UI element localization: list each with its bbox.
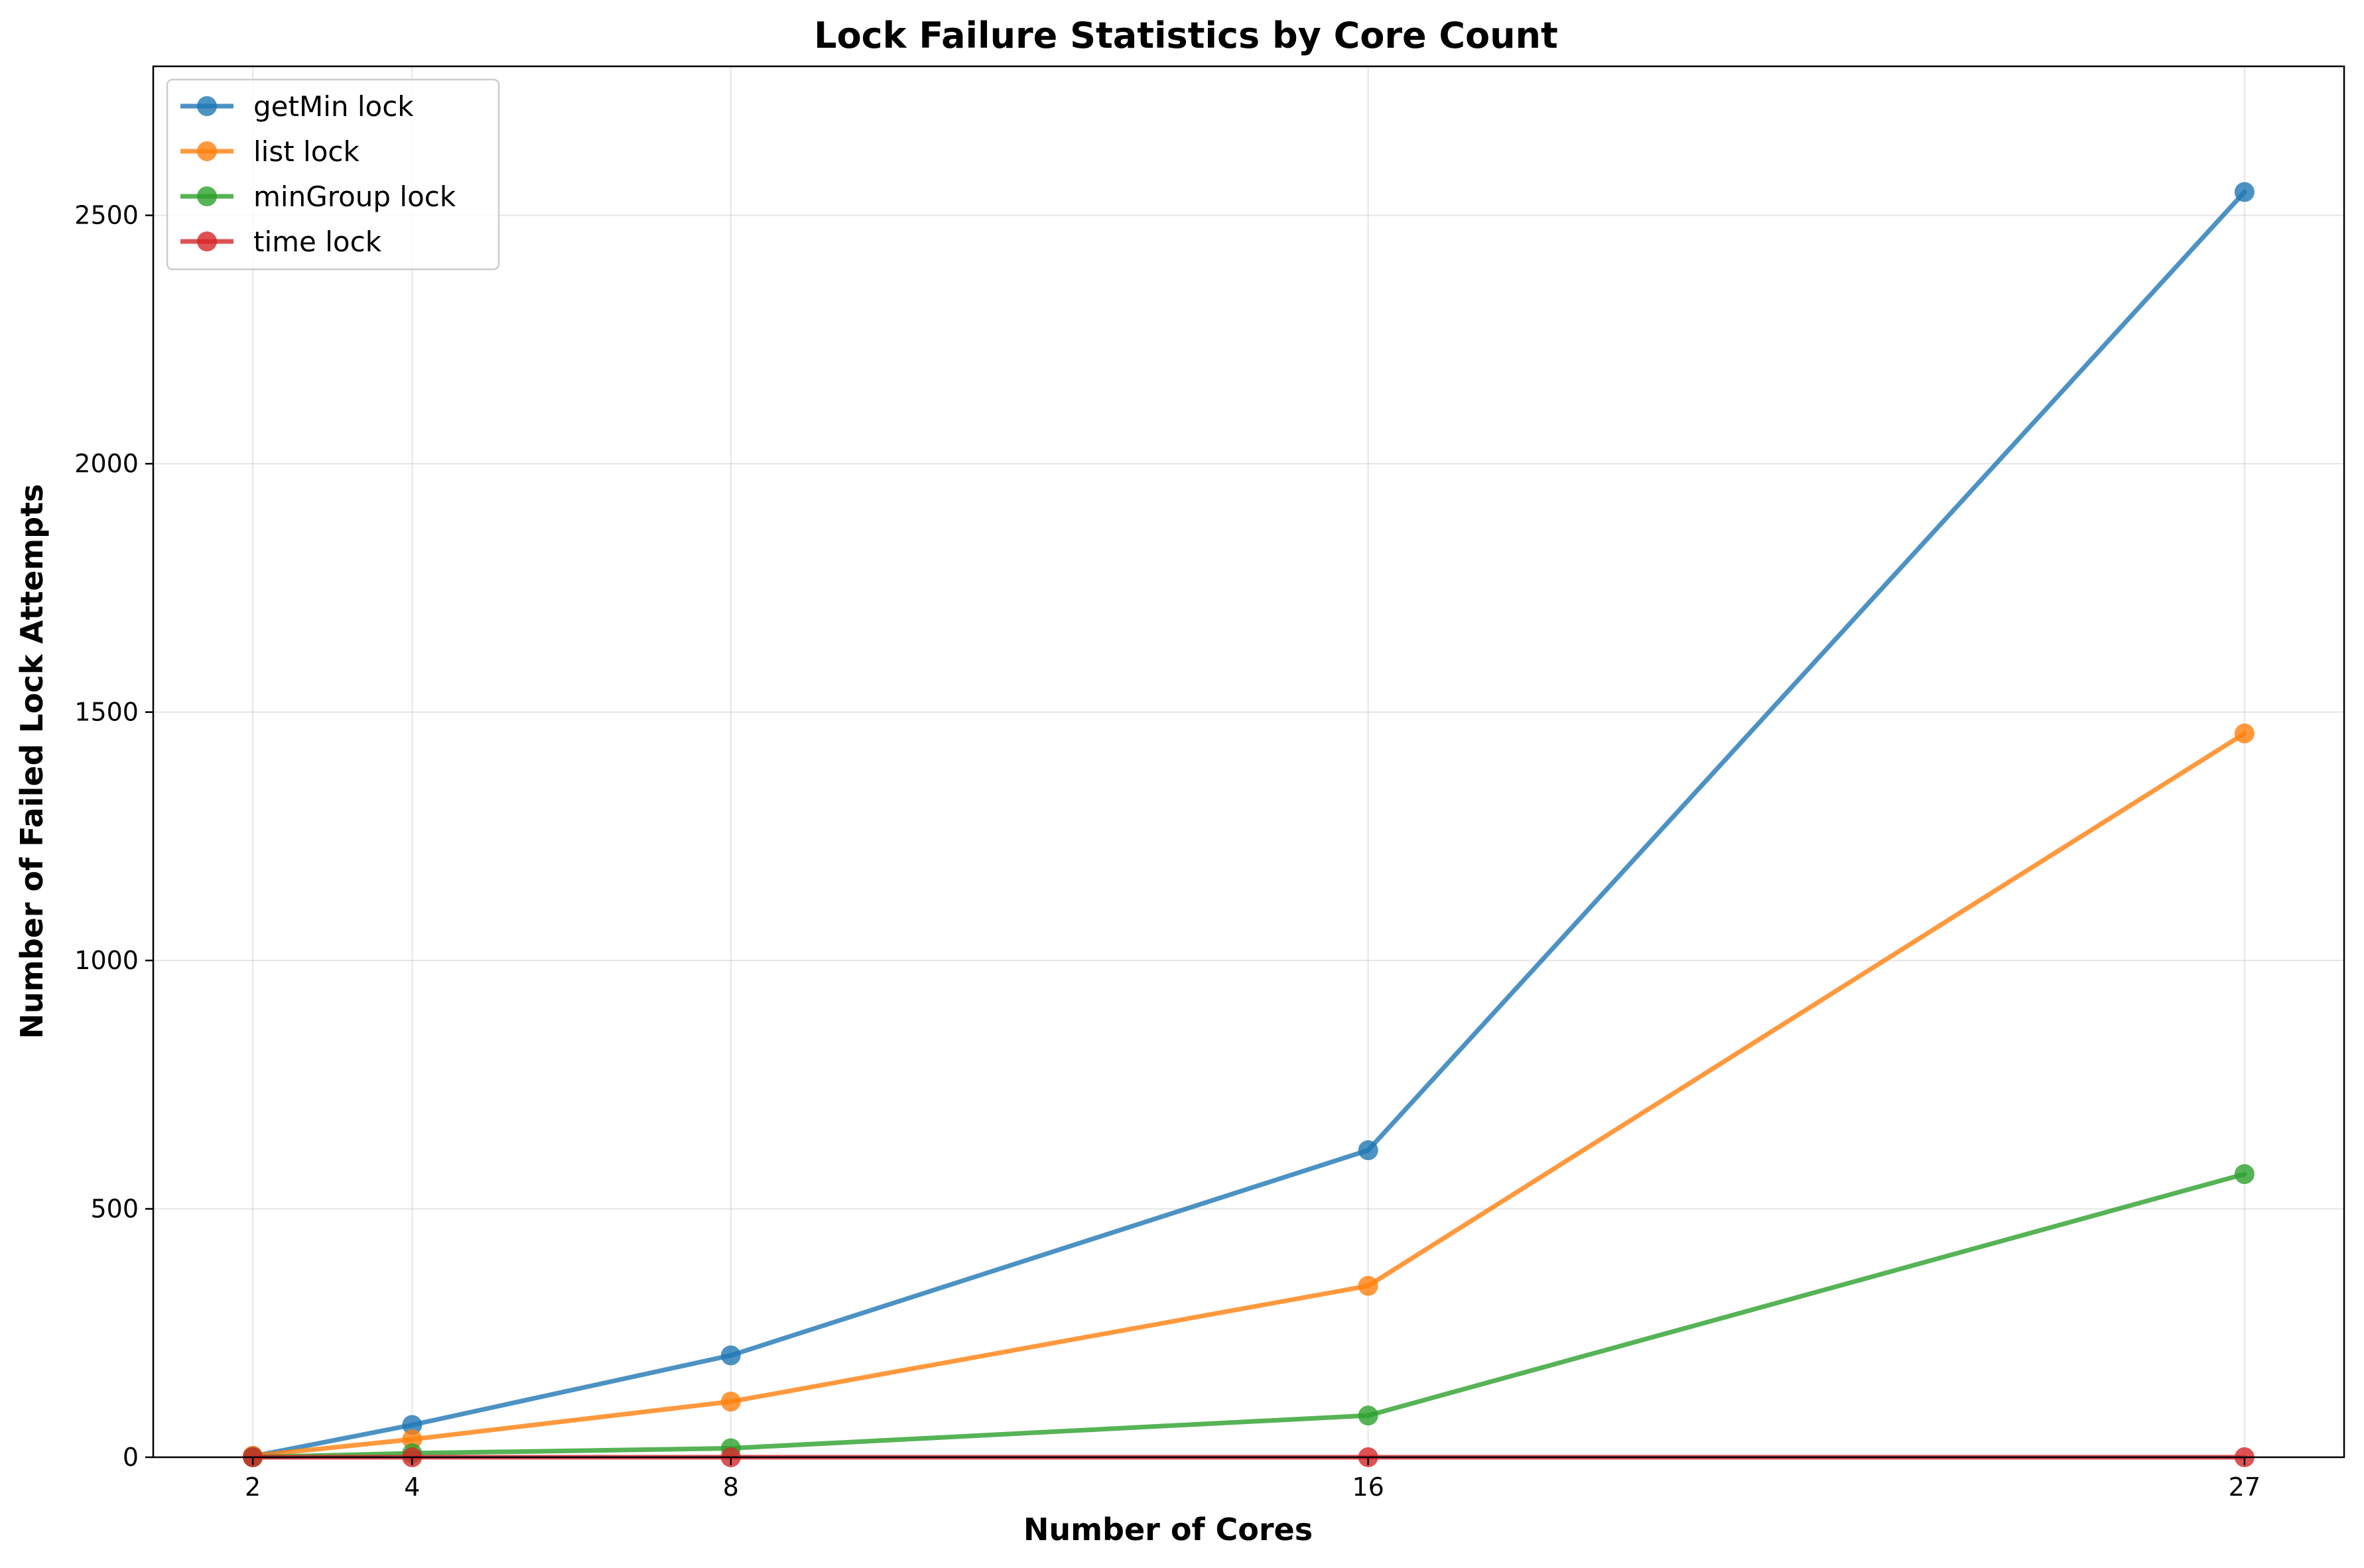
y-tick-label: 2000 [74,449,139,478]
x-tick-label: 8 [723,1472,739,1502]
data-point [1358,1140,1378,1161]
legend-marker [197,186,217,206]
legend-item: getMin lock [180,90,414,123]
data-point [402,1415,423,1435]
data-point [2234,723,2255,744]
legend-marker [197,96,217,116]
y-tick-label: 1000 [74,946,139,975]
y-tick-label: 0 [123,1443,139,1472]
legend-label: minGroup lock [253,180,456,213]
legend-label: list lock [253,135,360,168]
legend-marker [197,141,217,161]
y-axis: 0 500 1000 1500 2000 2500 [74,201,153,1472]
data-point [720,1345,741,1366]
data-point [720,1392,741,1412]
legend-label: time lock [253,226,382,258]
x-tick-label: 27 [2229,1472,2261,1502]
legend: getMin lock list lock minGroup lock time lo… [166,78,500,271]
x-axis: 2 4 8 16 27 [245,1457,2261,1502]
legend-label: getMin lock [253,90,414,123]
data-point [2234,182,2255,202]
y-axis-label: Number of Failed Lock Attempts [14,484,50,1039]
chart-title: Lock Failure Statistics by Core Count [814,15,1558,56]
data-point [402,1429,423,1450]
data-point [2234,1164,2255,1185]
x-tick-label: 2 [245,1472,261,1502]
y-tick-label: 1500 [74,698,139,727]
plot-frame [152,65,2345,1459]
legend-item: minGroup lock [180,180,456,213]
x-tick-label: 4 [404,1472,420,1502]
x-tick-label: 16 [1352,1472,1384,1502]
legend-box [166,78,500,271]
data-point [1358,1275,1378,1296]
legend-marker [197,231,217,251]
y-tick-label: 500 [90,1195,139,1224]
legend-item: list lock [180,135,360,168]
legend-item: time lock [180,226,382,258]
y-tick-label: 2500 [74,201,139,230]
data-point [1358,1405,1378,1426]
grid [153,66,2344,1459]
x-axis-label: Number of Cores [1023,1512,1313,1547]
